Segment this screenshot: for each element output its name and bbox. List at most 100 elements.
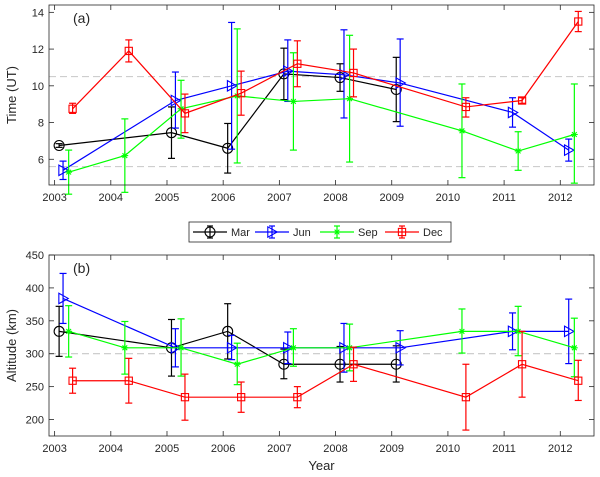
data-point [121, 152, 129, 160]
data-point [574, 17, 583, 26]
x-tick-label: 2004 [99, 192, 123, 204]
data-point [517, 96, 527, 105]
x-tick-label: 2010 [436, 443, 460, 455]
data-point [226, 79, 238, 92]
data-point [570, 344, 578, 352]
data-point [390, 358, 402, 370]
data-point [180, 109, 190, 118]
legend-label: Sep [358, 227, 378, 239]
x-tick-label: 2006 [211, 192, 235, 204]
x-tick-label: 2008 [323, 443, 347, 455]
legend-marker [397, 227, 407, 237]
error-bar [224, 122, 232, 174]
data-point [65, 327, 73, 335]
error-bar [167, 106, 175, 159]
x-tick-label: 2007 [267, 443, 291, 455]
error-bar [565, 138, 573, 162]
data-point [58, 292, 70, 305]
error-bar [171, 71, 179, 129]
error-bar [293, 40, 301, 88]
error-bar [396, 38, 404, 127]
error-bar [518, 97, 526, 104]
error-bar [396, 330, 404, 366]
data-point [124, 46, 133, 56]
data-point [574, 376, 583, 385]
x-axis-label: Year [308, 458, 335, 473]
x-tick-label: 2003 [42, 443, 66, 455]
x-tick-label: 2005 [155, 192, 179, 204]
data-point [346, 95, 353, 103]
data-point [293, 59, 302, 68]
error-bar [228, 21, 236, 150]
axes-frame [48, 4, 595, 186]
data-point [461, 393, 471, 402]
legend-label: Dec [423, 227, 443, 239]
plot-area [49, 255, 594, 436]
data-point [517, 360, 527, 369]
error-bar [284, 331, 292, 365]
data-point [237, 393, 246, 402]
data-point [458, 127, 466, 135]
error-bar [350, 48, 358, 98]
error-bar [181, 373, 189, 421]
data-point [68, 376, 77, 385]
series-dec [68, 10, 583, 134]
data-point [68, 104, 77, 113]
error-bar [237, 381, 245, 413]
data-point [283, 341, 295, 354]
y-tick-label: 300 [26, 349, 44, 361]
data-point [563, 325, 576, 338]
data-point [237, 89, 246, 98]
panel-b: 2003 2004 2005 2006 2007 2008 2009 2010 2011 2012… [4, 250, 595, 473]
error-bar [59, 272, 67, 325]
x-tick-label: 2011 [492, 443, 516, 455]
error-bar [462, 363, 470, 431]
y-tick-label: 350 [26, 316, 44, 328]
x-tick-label: 2007 [267, 192, 291, 204]
error-bar [125, 357, 133, 404]
data-point [121, 344, 129, 352]
y-tick-label: 400 [26, 283, 44, 295]
data-point [65, 168, 73, 176]
error-bar [350, 346, 358, 382]
x-tick-label: 2005 [155, 443, 179, 455]
data-point [124, 376, 133, 385]
x-tick-label: 2004 [99, 443, 123, 455]
panel-label: (b) [73, 260, 90, 276]
legend-marker [267, 225, 279, 239]
error-bar [181, 93, 189, 134]
legend-entry-mar: Mar [193, 225, 250, 239]
legend-entry-sep: Sep [320, 225, 378, 239]
error-bar [228, 334, 236, 361]
data-point [222, 325, 234, 337]
legend: Mar Jun Sep Dec [188, 221, 452, 243]
axes-frame [48, 254, 595, 437]
y-tick-label: 14 [32, 7, 44, 19]
panel-label: (a) [73, 10, 90, 26]
plot-area [49, 5, 594, 185]
error-bar [574, 359, 582, 402]
data-point [461, 102, 471, 112]
error-bar [340, 29, 348, 119]
error-bar [518, 330, 526, 398]
series-dec [68, 330, 583, 431]
x-tick-label: 2003 [42, 192, 66, 204]
data-point [53, 139, 65, 152]
x-tick-label: 2008 [323, 192, 347, 204]
error-bar [125, 39, 133, 63]
error-bar [55, 305, 63, 357]
data-point [177, 344, 185, 352]
y-axis-label: Altitude (km) [4, 309, 19, 382]
legend-label: Jun [293, 227, 311, 239]
legend-entry-dec: Dec [385, 225, 443, 239]
data-point [278, 358, 290, 370]
y-axis-label: Time (UT) [4, 66, 19, 124]
data-point [349, 360, 358, 369]
series-sep [65, 305, 578, 386]
y-tick-label: 200 [26, 415, 44, 427]
x-tick-label: 2006 [211, 443, 235, 455]
x-tick-label: 2012 [548, 443, 572, 455]
y-tick-label: 250 [26, 382, 44, 394]
data-point [53, 325, 65, 337]
